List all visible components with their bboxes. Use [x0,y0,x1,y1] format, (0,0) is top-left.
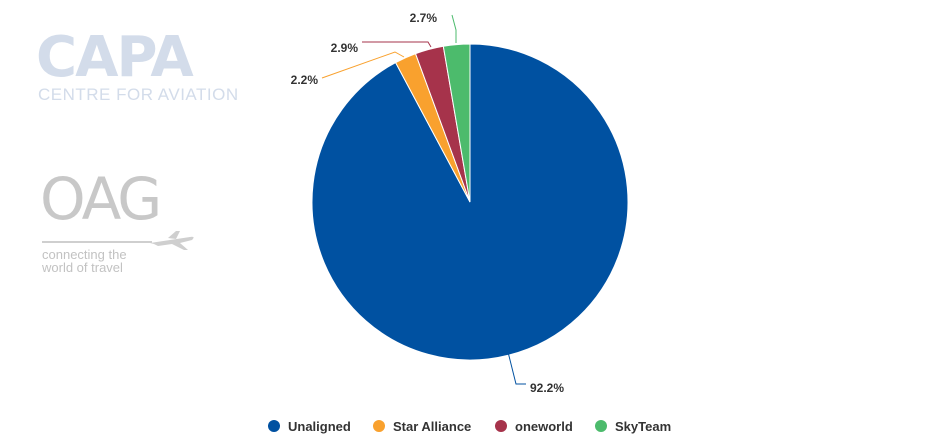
legend-marker-unaligned [268,420,280,432]
capa-logo-title: CAPA [36,25,194,90]
chart-legend: Unaligned Star Alliance oneworld SkyTeam [0,415,938,437]
legend-item-star-alliance[interactable]: Star Alliance [373,415,471,437]
data-label-star-alliance: 2.2% [291,73,319,87]
legend-marker-skyteam [595,420,607,432]
oag-logo: OAG connecting the world of travel [40,168,200,282]
pie-slices [311,43,629,361]
data-labels: 92.2% 2.2% 2.9% 2.7% [291,11,565,395]
capa-logo-subtitle: CENTRE FOR AVIATION [38,85,239,104]
legend-item-unaligned[interactable]: Unaligned [268,415,351,437]
connector-oneworld [362,41,432,48]
legend-label-unaligned: Unaligned [288,418,351,434]
data-label-unaligned: 92.2% [530,381,564,395]
legend-label-star-alliance: Star Alliance [393,418,472,434]
legend-item-oneworld[interactable]: oneworld [495,415,573,437]
data-label-oneworld: 2.9% [331,41,359,55]
data-label-skyteam: 2.7% [410,11,438,25]
oag-tagline-line2: world of travel [42,260,123,275]
legend-label-skyteam: SkyTeam [615,418,672,434]
pie-slice-skyteam[interactable] [442,43,471,203]
legend-item-skyteam[interactable]: SkyTeam [595,415,671,437]
legend-marker-oneworld [495,420,507,432]
airplane-icon [42,231,194,250]
oag-logo-title: OAG [40,165,162,233]
connector-skyteam [451,14,457,43]
legend-marker-star-alliance [373,420,385,432]
connector-unaligned [507,351,526,385]
legend-label-oneworld: oneworld [515,418,573,434]
connector-star-alliance [321,51,405,79]
capa-logo: CAPA CENTRE FOR AVIATION [36,25,246,104]
oag-tagline-line1: connecting the [42,247,127,262]
label-connectors [321,14,526,385]
oag-tagline: connecting the world of travel [42,248,127,274]
